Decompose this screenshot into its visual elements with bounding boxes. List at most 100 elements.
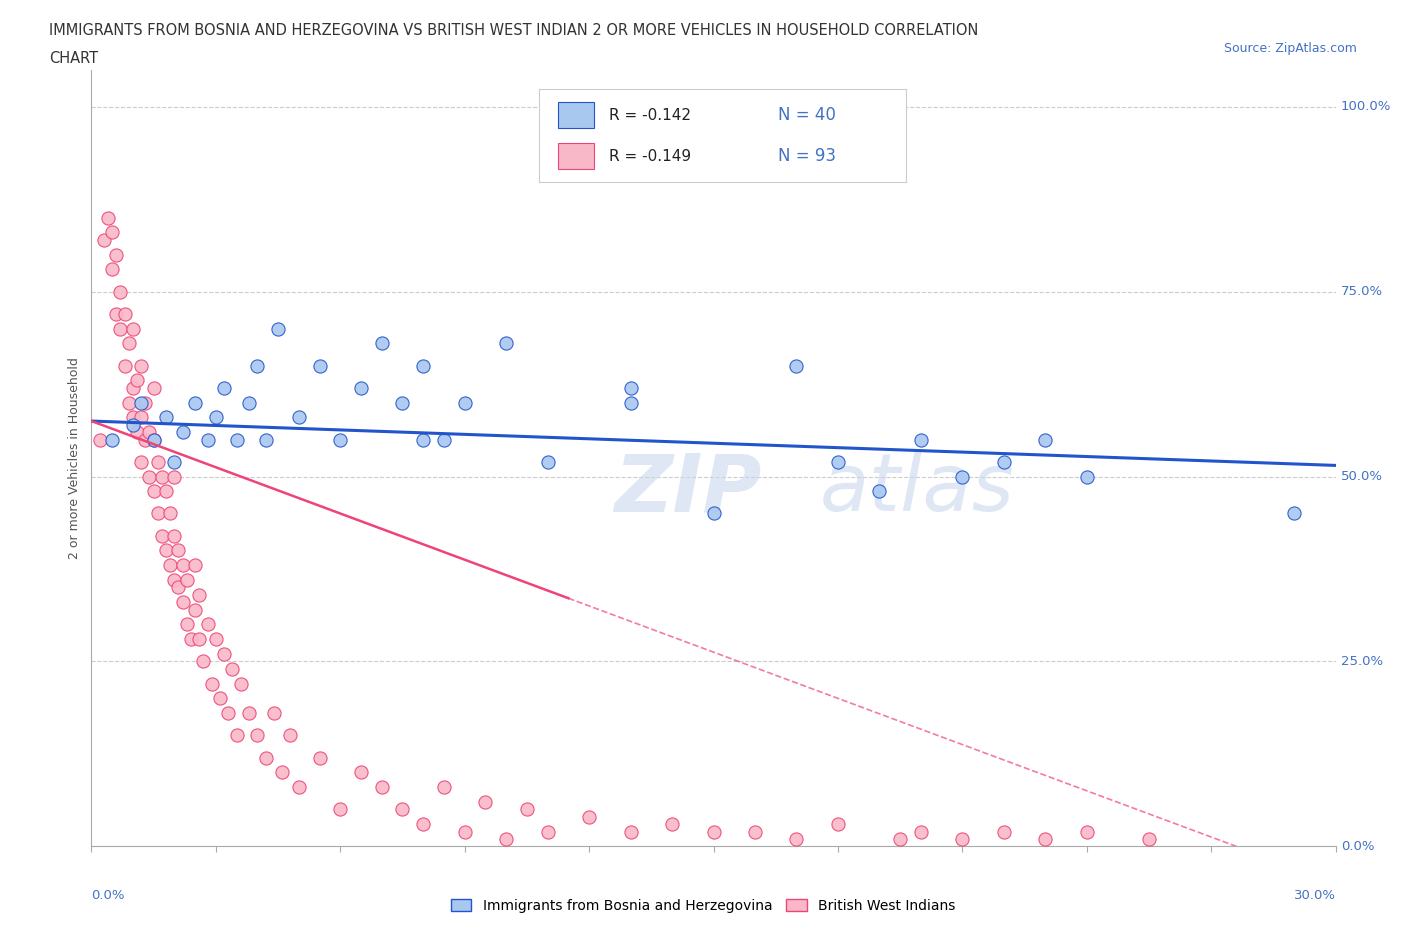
Point — [159, 558, 181, 573]
Legend: Immigrants from Bosnia and Herzegovina, British West Indians: Immigrants from Bosnia and Herzegovina, … — [446, 894, 960, 919]
Text: 30.0%: 30.0% — [1294, 889, 1336, 902]
Point — [176, 617, 198, 631]
Point — [254, 751, 277, 765]
Point — [350, 380, 373, 395]
Point — [308, 751, 330, 765]
Point — [188, 631, 211, 646]
Text: 50.0%: 50.0% — [1341, 470, 1382, 483]
Point — [371, 779, 394, 794]
Point — [110, 321, 132, 336]
Point — [138, 469, 160, 484]
Text: 25.0%: 25.0% — [1341, 655, 1384, 668]
Point — [225, 432, 247, 447]
Point — [495, 831, 517, 846]
Point — [155, 484, 177, 498]
Point — [163, 469, 186, 484]
Point — [391, 395, 413, 410]
Point — [271, 764, 294, 779]
Point — [246, 728, 269, 743]
Point — [433, 779, 456, 794]
Point — [89, 432, 111, 447]
Point — [205, 410, 228, 425]
Point — [263, 706, 285, 721]
Point — [163, 454, 186, 469]
Point — [184, 603, 207, 618]
Point — [238, 706, 260, 721]
Point — [121, 410, 145, 425]
Point — [138, 425, 160, 440]
Point — [1035, 831, 1057, 846]
Point — [329, 802, 352, 817]
Point — [146, 506, 169, 521]
Point — [163, 573, 186, 588]
Point — [225, 728, 247, 743]
Point — [412, 358, 434, 373]
Point — [150, 528, 173, 543]
Point — [212, 646, 235, 661]
Point — [308, 358, 330, 373]
Point — [197, 617, 219, 631]
Bar — [558, 102, 595, 128]
Text: 100.0%: 100.0% — [1341, 100, 1391, 113]
Point — [172, 425, 194, 440]
Text: Source: ZipAtlas.com: Source: ZipAtlas.com — [1223, 42, 1357, 55]
Point — [910, 824, 932, 839]
Point — [217, 706, 239, 721]
Point — [474, 794, 496, 809]
Point — [205, 631, 228, 646]
Point — [134, 395, 156, 410]
Point — [1035, 432, 1057, 447]
Point — [110, 285, 132, 299]
Point — [350, 764, 373, 779]
Point — [101, 225, 124, 240]
Point — [212, 380, 235, 395]
Point — [93, 232, 115, 247]
Point — [167, 580, 190, 595]
Point — [125, 425, 148, 440]
Text: atlas: atlas — [820, 450, 1014, 528]
Point — [910, 432, 932, 447]
Point — [197, 432, 219, 447]
Point — [101, 432, 124, 447]
Point — [105, 247, 128, 262]
Point — [172, 595, 194, 610]
Text: R = -0.142: R = -0.142 — [609, 108, 692, 123]
Point — [184, 558, 207, 573]
Point — [142, 380, 165, 395]
Point — [221, 661, 243, 676]
Point — [869, 484, 891, 498]
Point — [155, 543, 177, 558]
Y-axis label: 2 or more Vehicles in Household: 2 or more Vehicles in Household — [67, 357, 82, 559]
Point — [125, 373, 148, 388]
Point — [412, 432, 434, 447]
Point — [193, 654, 215, 669]
Point — [1076, 824, 1098, 839]
Point — [702, 506, 725, 521]
Point — [280, 728, 302, 743]
Point — [619, 395, 641, 410]
Point — [495, 336, 517, 351]
Point — [184, 395, 207, 410]
Point — [167, 543, 190, 558]
Point — [1137, 831, 1160, 846]
Point — [993, 824, 1015, 839]
Point — [176, 573, 198, 588]
Point — [1076, 469, 1098, 484]
Point — [121, 321, 145, 336]
Point — [391, 802, 413, 817]
Point — [129, 454, 152, 469]
Point — [827, 817, 849, 831]
Point — [114, 358, 136, 373]
Point — [180, 631, 202, 646]
Point — [172, 558, 194, 573]
Point — [208, 691, 231, 706]
Point — [142, 432, 165, 447]
Point — [287, 779, 309, 794]
Text: IMMIGRANTS FROM BOSNIA AND HERZEGOVINA VS BRITISH WEST INDIAN 2 OR MORE VEHICLES: IMMIGRANTS FROM BOSNIA AND HERZEGOVINA V… — [49, 23, 979, 38]
Point — [993, 454, 1015, 469]
Point — [238, 395, 260, 410]
Text: N = 40: N = 40 — [778, 106, 835, 125]
Point — [155, 410, 177, 425]
Point — [1282, 506, 1305, 521]
Point — [142, 484, 165, 498]
